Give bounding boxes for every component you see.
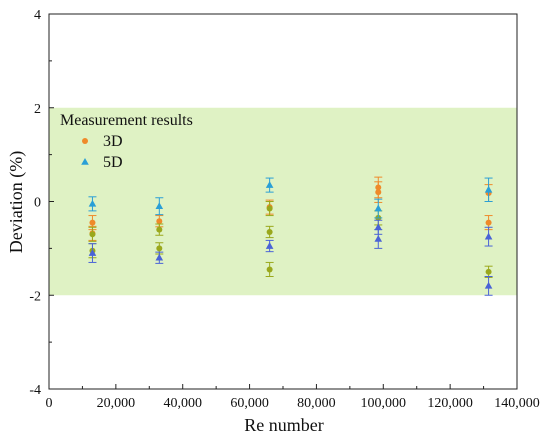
legend-label-3d: 3D <box>103 133 123 150</box>
legend-marker-5d <box>81 158 89 165</box>
legend-label-5d: 5D <box>103 154 123 171</box>
data-point <box>156 226 163 233</box>
x-tick-label: 80,000 <box>297 396 336 411</box>
y-tick-label: 2 <box>34 102 41 117</box>
data-point <box>89 219 96 226</box>
legend-title: Measurement results <box>60 112 193 129</box>
data-point <box>156 218 163 225</box>
data-point <box>484 185 493 193</box>
y-tick-label: 4 <box>34 8 41 23</box>
x-tick-label: 100,000 <box>361 396 407 411</box>
data-point <box>265 242 274 249</box>
data-point <box>155 202 164 209</box>
data-point <box>266 228 273 235</box>
data-point <box>374 223 383 231</box>
x-tick-label: 120,000 <box>427 396 473 411</box>
legend: Measurement results 3D 5D <box>60 112 193 171</box>
x-tick-label: 0 <box>46 396 53 411</box>
data-point <box>374 204 383 212</box>
y-tick-label: -2 <box>29 289 41 304</box>
data-point <box>266 266 273 273</box>
y-tick-label: 0 <box>34 196 41 211</box>
x-tick-label: 20,000 <box>97 396 136 411</box>
data-points-layer <box>88 176 493 296</box>
data-point <box>156 245 163 252</box>
data-point <box>484 232 493 240</box>
tolerance-band-layer <box>49 107 517 296</box>
data-point <box>88 249 97 256</box>
x-tick-label: 140,000 <box>494 396 540 411</box>
data-point <box>265 181 274 188</box>
x-axis-title: Re number <box>244 415 323 435</box>
tolerance-band <box>49 107 517 296</box>
data-point <box>484 281 493 289</box>
y-tick-label: -4 <box>29 383 41 398</box>
legend-marker-3d <box>82 138 88 144</box>
data-point <box>89 231 96 238</box>
data-point <box>266 205 273 212</box>
data-point <box>374 235 383 242</box>
data-point <box>485 268 492 275</box>
axes-layer: 0 20,000 40,000 60,000 80,000 100,000 120,000 1… <box>29 8 539 411</box>
data-point <box>88 199 97 207</box>
data-point <box>155 253 164 261</box>
data-point <box>485 219 492 226</box>
x-tick-label: 60,000 <box>230 396 269 411</box>
y-axis-title: Deviation (%) <box>6 151 27 253</box>
data-point <box>375 189 382 196</box>
x-tick-label: 40,000 <box>163 396 202 411</box>
